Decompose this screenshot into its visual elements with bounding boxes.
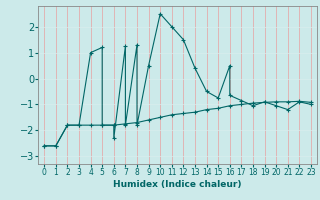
X-axis label: Humidex (Indice chaleur): Humidex (Indice chaleur) xyxy=(113,180,242,189)
